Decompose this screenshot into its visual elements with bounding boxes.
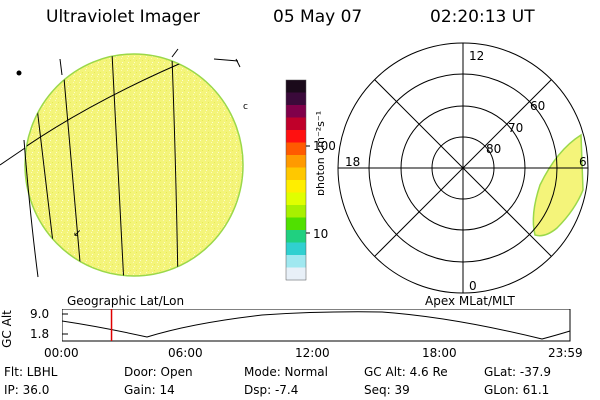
gain-status: Gain: 14 — [124, 383, 175, 397]
colorbar-segment — [286, 242, 306, 256]
seq-status: Seq: 39 — [364, 383, 410, 397]
colorbar-scale — [286, 80, 306, 281]
colorbar-tick-10: 10 — [313, 227, 329, 241]
dsp-status: Dsp: -7.4 — [244, 383, 299, 397]
orbit-x-tick-4: 23:59 — [548, 346, 583, 360]
colorbar-unit: photon cm⁻²s⁻¹ — [314, 111, 324, 196]
orbit-plot — [62, 309, 571, 342]
colorbar-segment — [286, 167, 306, 181]
colorbar-segment — [286, 267, 306, 281]
colorbar-segment — [286, 130, 306, 143]
filter-status: Flt: LBHL — [4, 365, 58, 379]
instrument-title: Ultraviolet Imager — [46, 7, 200, 27]
colorbar-segment — [286, 192, 306, 206]
lat-label-60: 60 — [530, 99, 545, 113]
gc-alt-status: GC Alt: 4.6 Re — [364, 365, 448, 379]
mlt-label-6: 6 — [579, 155, 587, 169]
polar-plot: 12 0 18 6 60 70 80 — [337, 42, 589, 294]
colorbar-segment — [286, 205, 306, 218]
glon-status: GLon: 61.1 — [484, 383, 550, 397]
geographic-image: c ↙ — [0, 48, 248, 278]
orbit-x-tick-1: 06:00 — [168, 346, 203, 360]
colorbar-segment — [286, 117, 306, 131]
colorbar-segment — [286, 92, 306, 106]
small-mark-icon: c — [243, 102, 248, 112]
colorbar-segment — [286, 155, 306, 168]
colorbar-segment — [286, 217, 306, 231]
door-status: Door: Open — [124, 365, 193, 379]
mlt-label-0: 0 — [469, 279, 477, 293]
glat-status: GLat: -37.9 — [484, 365, 551, 379]
mlt-label-12: 12 — [469, 49, 484, 63]
mlt-label-18: 18 — [345, 155, 360, 169]
colorbar-segment — [286, 80, 306, 93]
geographic-label: Geographic Lat/Lon — [67, 294, 185, 308]
ip-status: IP: 36.0 — [4, 383, 50, 397]
sun-marker-icon — [16, 70, 22, 76]
orbit-x-tick-3: 18:00 — [422, 346, 457, 360]
grid-lines-outside — [0, 48, 241, 278]
colorbar-segment — [286, 255, 306, 268]
colorbar-tick-100: 100 — [313, 139, 336, 153]
lat-label-70: 70 — [508, 121, 523, 135]
colorbar-segment — [286, 230, 306, 243]
lat-label-80: 80 — [486, 142, 501, 156]
orbit-y-tick-min: 1.8 — [30, 327, 50, 341]
coastline-mark-icon: ↙ — [73, 228, 81, 239]
earth-disk-emission — [24, 53, 244, 277]
orbit-altitude-curve — [62, 311, 571, 340]
orbit-x-tick-2: 12:00 — [295, 346, 330, 360]
image-date: 05 May 07 — [273, 7, 363, 27]
orbit-x-tick-0: 00:00 — [44, 346, 79, 360]
colorbar: photon cm⁻²s⁻¹ — [285, 79, 324, 281]
colorbar-segment — [286, 142, 306, 156]
mode-status: Mode: Normal — [244, 365, 328, 379]
dayside-emission-patch — [532, 133, 584, 237]
orbit-y-axis-label: GC Alt — [0, 310, 14, 348]
polar-label: Apex MLat/MLT — [425, 294, 515, 308]
colorbar-segment — [286, 180, 306, 193]
orbit-y-tick-max: 9.0 — [30, 307, 50, 321]
image-time: 02:20:13 UT — [430, 7, 535, 27]
colorbar-segment — [286, 105, 306, 118]
